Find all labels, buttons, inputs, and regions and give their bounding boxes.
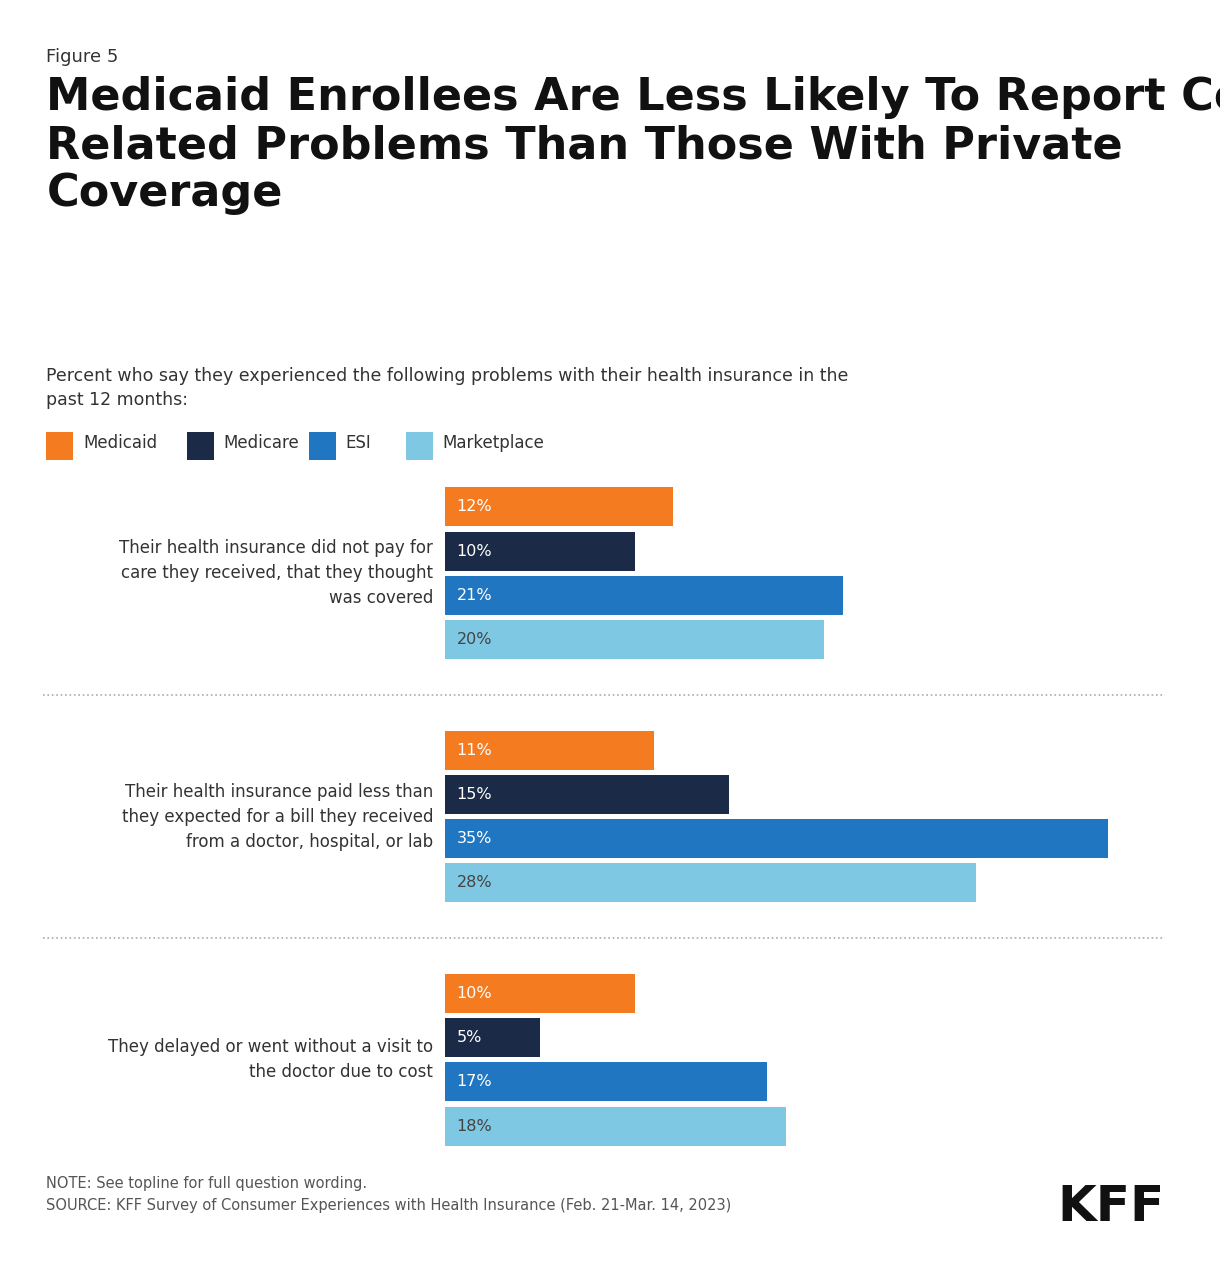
Text: Medicaid Enrollees Are Less Likely To Report Cost-
Related Problems Than Those W: Medicaid Enrollees Are Less Likely To Re… — [46, 76, 1220, 215]
Text: 5%: 5% — [456, 1031, 482, 1046]
Text: 35%: 35% — [456, 832, 492, 846]
Text: 20%: 20% — [456, 632, 492, 647]
Text: KFF: KFF — [1058, 1182, 1165, 1231]
Text: 18%: 18% — [456, 1119, 493, 1134]
Bar — [445, 576, 843, 615]
Text: 17%: 17% — [456, 1075, 493, 1090]
Text: They delayed or went without a visit to
the doctor due to cost: They delayed or went without a visit to … — [109, 1038, 433, 1081]
Bar — [445, 1018, 540, 1057]
Text: 28%: 28% — [456, 875, 493, 890]
Text: NOTE: See topline for full question wording.
SOURCE: KFF Survey of Consumer Expe: NOTE: See topline for full question word… — [46, 1176, 732, 1213]
Bar — [445, 863, 976, 903]
Bar — [445, 487, 672, 527]
Text: Percent who say they experienced the following problems with their health insura: Percent who say they experienced the fol… — [46, 367, 849, 409]
Bar — [445, 532, 634, 571]
Bar — [445, 730, 654, 770]
Text: 15%: 15% — [456, 787, 493, 801]
Bar — [445, 1106, 786, 1146]
Text: 11%: 11% — [456, 743, 493, 758]
Text: Their health insurance paid less than
they expected for a bill they received
fro: Their health insurance paid less than th… — [122, 782, 433, 851]
Text: 10%: 10% — [456, 543, 493, 558]
Bar — [445, 775, 730, 814]
Bar — [445, 1062, 767, 1101]
Text: Medicaid: Medicaid — [83, 434, 157, 452]
Text: Marketplace: Marketplace — [443, 434, 545, 452]
Text: Their health insurance did not pay for
care they received, that they thought
was: Their health insurance did not pay for c… — [120, 539, 433, 608]
Bar — [445, 819, 1108, 858]
Text: Medicare: Medicare — [223, 434, 299, 452]
Text: ESI: ESI — [345, 434, 371, 452]
Bar — [445, 974, 634, 1013]
Text: 21%: 21% — [456, 587, 493, 603]
Text: Figure 5: Figure 5 — [46, 48, 118, 66]
Bar — [445, 620, 825, 660]
Text: 12%: 12% — [456, 499, 493, 514]
Text: 10%: 10% — [456, 986, 493, 1001]
